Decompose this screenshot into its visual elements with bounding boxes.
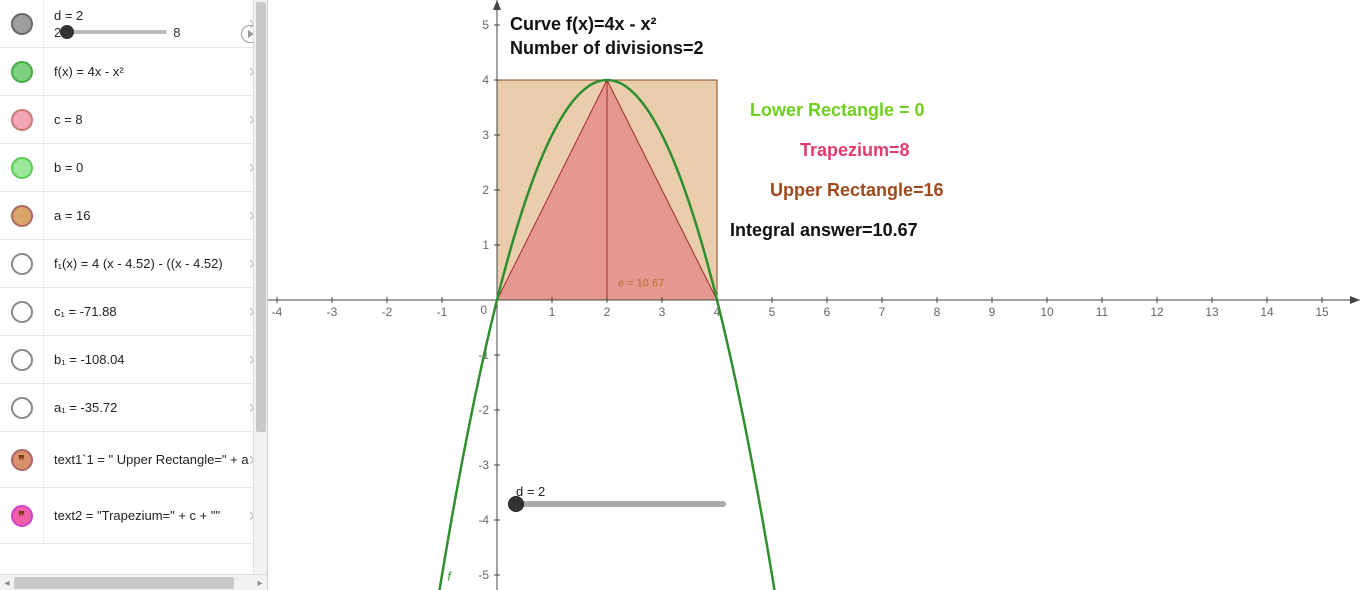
algebra-item[interactable]: b₁ = -108.04×: [0, 336, 267, 384]
chart-title-line2: Number of divisions=2: [510, 38, 704, 58]
algebra-item-label: a₁ = -35.72: [54, 400, 257, 415]
curve-name-label: f: [448, 570, 453, 584]
y-tick-label: 2: [482, 183, 489, 197]
visibility-toggle[interactable]: [0, 0, 44, 47]
algebra-item[interactable]: a = 16×: [0, 192, 267, 240]
algebra-item[interactable]: b = 0×: [0, 144, 267, 192]
x-tick-label: -4: [272, 305, 283, 319]
algebra-item-label: a = 16: [54, 208, 257, 223]
x-tick-label: 8: [934, 305, 941, 319]
visibility-toggle[interactable]: [0, 384, 44, 431]
algebra-item[interactable]: ❞text2 = "Trapezium=" + c + ""×: [0, 488, 267, 544]
algebra-panel: d = 228×f(x) = 4x - x²×c = 8×b = 0×a = 1…: [0, 0, 268, 590]
x-tick-label: 9: [989, 305, 996, 319]
y-tick-label: -3: [478, 458, 489, 472]
annotation-lower-rect: Lower Rectangle = 0: [750, 100, 925, 120]
slider-max: 8: [173, 25, 180, 40]
visibility-dot-icon: [11, 205, 33, 227]
mini-slider[interactable]: [67, 30, 167, 34]
visibility-toggle[interactable]: ❞: [0, 488, 44, 543]
x-tick-label: -1: [437, 305, 448, 319]
x-tick-label: 12: [1150, 305, 1164, 319]
x-tick-label: 14: [1260, 305, 1274, 319]
sidebar-vscroll[interactable]: [253, 0, 267, 574]
x-tick-label: 3: [659, 305, 666, 319]
y-tick-label: -4: [478, 513, 489, 527]
visibility-dot-icon: [11, 157, 33, 179]
annotation-trapezium: Trapezium=8: [800, 140, 910, 160]
x-tick-label: 15: [1315, 305, 1329, 319]
algebra-item-label: b = 0: [54, 160, 257, 175]
visibility-toggle[interactable]: [0, 336, 44, 383]
svg-text:0: 0: [480, 303, 487, 317]
graphics-view[interactable]: 0-4-3-2-112345678910111213141516-5-4-3-2…: [268, 0, 1360, 590]
x-tick-label: 1: [549, 305, 556, 319]
x-tick-label: -3: [327, 305, 338, 319]
algebra-item[interactable]: ❞text1`1 = " Upper Rectangle=" + a + ""×: [0, 432, 267, 488]
canvas-slider-d[interactable]: d = 2: [516, 484, 726, 507]
x-tick-label: 5: [769, 305, 776, 319]
x-tick-label: 13: [1205, 305, 1219, 319]
x-tick-label: 6: [824, 305, 831, 319]
x-tick-label: 11: [1096, 305, 1109, 319]
annotation-integral: Integral answer=10.67: [730, 220, 918, 240]
visibility-dot-icon: [11, 253, 33, 275]
visibility-dot-icon: [11, 349, 33, 371]
y-tick-label: -2: [478, 403, 489, 417]
algebra-item[interactable]: c = 8×: [0, 96, 267, 144]
algebra-item-label: b₁ = -108.04: [54, 352, 257, 367]
algebra-item[interactable]: d = 228×: [0, 0, 267, 48]
algebra-item-label: f₁(x) = 4 (x - 4.52) - ((x - 4.52): [54, 256, 257, 271]
visibility-toggle[interactable]: [0, 288, 44, 335]
visibility-toggle[interactable]: ❞: [0, 432, 44, 487]
text-object-icon: ❞: [11, 505, 33, 527]
visibility-dot-icon: [11, 301, 33, 323]
algebra-item[interactable]: f(x) = 4x - x²×: [0, 48, 267, 96]
x-tick-label: 10: [1040, 305, 1054, 319]
algebra-item-label: c₁ = -71.88: [54, 304, 257, 319]
x-tick-label: 7: [879, 305, 886, 319]
algebra-item-label: f(x) = 4x - x²: [54, 64, 257, 79]
visibility-dot-icon: [11, 13, 33, 35]
canvas-slider-label: d = 2: [516, 484, 726, 499]
visibility-toggle[interactable]: [0, 48, 44, 95]
visibility-dot-icon: [11, 61, 33, 83]
chart-title-line1: Curve f(x)=4x - x²: [510, 14, 657, 34]
visibility-toggle[interactable]: [0, 144, 44, 191]
visibility-dot-icon: [11, 109, 33, 131]
y-tick-label: -5: [478, 568, 489, 582]
annotation-upper-rect: Upper Rectangle=16: [770, 180, 944, 200]
y-tick-label: 1: [482, 238, 489, 252]
x-tick-label: -2: [382, 305, 393, 319]
y-tick-label: 5: [482, 18, 489, 32]
integral-value-label: e = 10.67: [618, 277, 664, 289]
x-tick-label: 2: [604, 305, 611, 319]
visibility-toggle[interactable]: [0, 96, 44, 143]
algebra-item[interactable]: a₁ = -35.72×: [0, 384, 267, 432]
algebra-item-label: d = 2: [54, 8, 257, 23]
algebra-item[interactable]: f₁(x) = 4 (x - 4.52) - ((x - 4.52)×: [0, 240, 267, 288]
sidebar-hscroll[interactable]: ◂▸: [0, 574, 267, 590]
visibility-toggle[interactable]: [0, 192, 44, 239]
algebra-item[interactable]: c₁ = -71.88×: [0, 288, 267, 336]
algebra-item-label: text1`1 = " Upper Rectangle=" + a + "": [54, 452, 257, 467]
text-object-icon: ❞: [11, 449, 33, 471]
visibility-toggle[interactable]: [0, 240, 44, 287]
algebra-item-label: text2 = "Trapezium=" + c + "": [54, 508, 257, 523]
visibility-dot-icon: [11, 397, 33, 419]
algebra-item-label: c = 8: [54, 112, 257, 127]
y-tick-label: 4: [482, 73, 489, 87]
y-tick-label: 3: [482, 128, 489, 142]
